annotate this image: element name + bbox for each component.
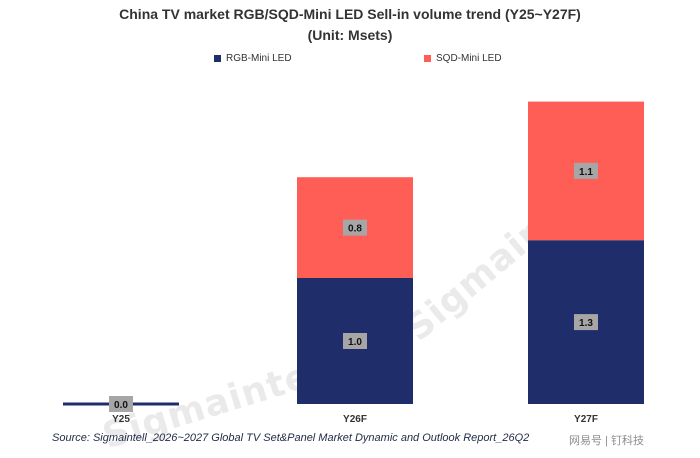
chart-subtitle: (Unit: Msets)	[307, 27, 393, 43]
x-tick-label: Y25	[112, 414, 130, 425]
data-label-box	[574, 162, 598, 179]
x-tick-label: Y27F	[574, 414, 598, 425]
data-label: 0.8	[348, 224, 362, 235]
legend-item-rgb: RGB-Mini LED	[214, 53, 292, 64]
chart-plot: 0.0 Y25 1.0 0.8 Y26F 1.3 1.1 Y27F	[63, 101, 644, 425]
data-label-box	[343, 219, 367, 236]
legend-label-rgb: RGB-Mini LED	[226, 53, 292, 64]
legend: RGB-Mini LED SQD-Mini LED	[0, 53, 700, 69]
data-label-box	[343, 333, 367, 349]
data-label: 1.3	[579, 318, 593, 329]
legend-swatch-rgb	[214, 55, 221, 62]
legend-label-sqd: SQD-Mini LED	[436, 53, 502, 64]
credit-text: 网易号 | 钉科技	[569, 435, 644, 447]
source-note: Source: Sigmaintell_2026~2027 Global TV …	[52, 432, 530, 444]
data-label: 1.0	[348, 337, 362, 348]
chart-title: China TV market RGB/SQD-Mini LED Sell-in…	[0, 4, 700, 46]
chart-title-text: China TV market RGB/SQD-Mini LED Sell-in…	[119, 6, 581, 22]
data-label: 1.1	[579, 167, 593, 178]
data-label-box	[574, 314, 598, 331]
data-label: 0.0	[114, 400, 128, 411]
legend-swatch-sqd	[424, 55, 431, 62]
data-label-box	[109, 396, 133, 412]
x-tick-label: Y26F	[343, 414, 367, 425]
legend-item-sqd: SQD-Mini LED	[424, 53, 502, 64]
